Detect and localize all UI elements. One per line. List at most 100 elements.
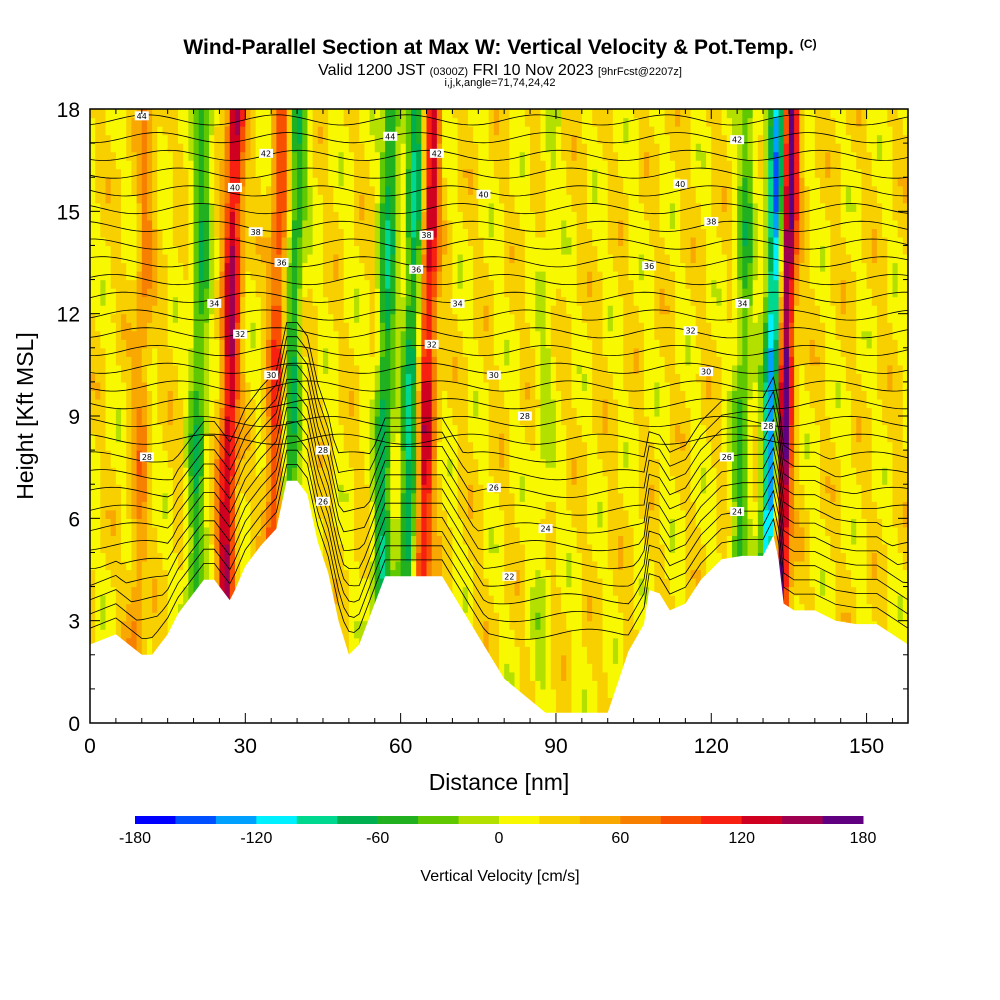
w-cell (229, 441, 236, 451)
w-cell (297, 296, 303, 306)
w-cell (426, 305, 433, 315)
w-cell (141, 134, 148, 144)
w-cell (172, 160, 179, 170)
w-cell (405, 219, 412, 229)
w-cell (214, 194, 221, 204)
w-cell (395, 236, 402, 247)
w-cell (266, 168, 272, 178)
w-cell (354, 569, 360, 579)
w-cell (152, 126, 158, 136)
w-cell (302, 236, 309, 247)
w-cell (390, 509, 397, 519)
w-cell (229, 492, 236, 502)
w-cell (214, 441, 221, 451)
w-cell (162, 390, 169, 400)
w-cell (312, 177, 319, 187)
w-cell (312, 262, 319, 272)
w-cell (421, 253, 428, 264)
w-cell (405, 151, 412, 161)
w-cell (276, 211, 283, 221)
w-cell (224, 245, 231, 255)
w-cell (100, 373, 107, 383)
w-cell (90, 441, 96, 451)
w-cell (317, 262, 324, 272)
w-cell (95, 262, 101, 272)
w-cell (219, 126, 226, 136)
w-cell (374, 416, 381, 426)
w-cell (447, 578, 454, 588)
w-cell (297, 390, 303, 400)
w-cell (214, 288, 221, 298)
w-cell (385, 467, 391, 477)
w-cell (421, 450, 428, 460)
w-cell (328, 381, 334, 392)
w-cell (219, 509, 226, 519)
w-cell (354, 347, 360, 357)
w-cell (209, 313, 215, 323)
w-cell (421, 339, 428, 349)
w-cell (447, 569, 454, 579)
w-cell (126, 330, 133, 340)
w-cell (183, 407, 189, 417)
w-cell (115, 416, 122, 426)
w-cell (328, 560, 334, 571)
w-cell (369, 219, 376, 229)
w-cell (209, 501, 215, 511)
w-cell (152, 458, 158, 468)
w-cell (302, 219, 309, 229)
w-cell (260, 185, 267, 195)
w-cell (302, 305, 309, 315)
w-cell (400, 296, 407, 306)
w-cell (379, 543, 386, 554)
w-cell (105, 305, 112, 315)
w-cell (385, 381, 391, 392)
w-cell (364, 117, 371, 127)
w-cell (291, 475, 298, 485)
w-cell (343, 398, 350, 409)
w-cell (369, 126, 376, 136)
w-cell (105, 279, 112, 289)
w-cell (172, 134, 179, 144)
w-cell (146, 194, 153, 204)
w-cell (198, 416, 205, 426)
w-cell (322, 433, 329, 443)
w-cell (224, 475, 231, 485)
w-cell (224, 253, 231, 264)
w-cell (286, 296, 293, 306)
w-cell (369, 288, 376, 298)
w-cell (400, 168, 407, 178)
w-cell (172, 543, 179, 554)
w-cell (95, 126, 101, 136)
w-cell (162, 424, 169, 434)
w-cell (436, 450, 443, 460)
w-cell (90, 518, 96, 528)
w-cell (276, 305, 283, 315)
w-cell (146, 296, 153, 306)
w-cell (255, 109, 262, 119)
w-cell (115, 245, 122, 255)
w-cell (436, 305, 443, 315)
w-cell (162, 620, 169, 630)
w-cell (333, 109, 340, 119)
w-cell (100, 322, 107, 332)
w-cell (136, 117, 143, 127)
w-cell (302, 458, 309, 468)
w-cell (354, 219, 360, 229)
w-cell (245, 228, 252, 238)
w-cell (152, 356, 158, 366)
w-cell (131, 535, 138, 545)
w-cell (121, 168, 127, 178)
w-cell (115, 578, 122, 588)
w-cell (328, 262, 334, 272)
w-cell (172, 151, 179, 161)
w-cell (131, 526, 138, 536)
w-cell (121, 467, 127, 477)
w-cell (317, 390, 324, 400)
w-cell (178, 109, 184, 119)
w-cell (100, 586, 107, 596)
w-cell (229, 373, 236, 383)
w-cell (297, 211, 303, 221)
w-cell (317, 211, 324, 221)
w-cell (188, 211, 195, 221)
w-cell (317, 143, 324, 153)
